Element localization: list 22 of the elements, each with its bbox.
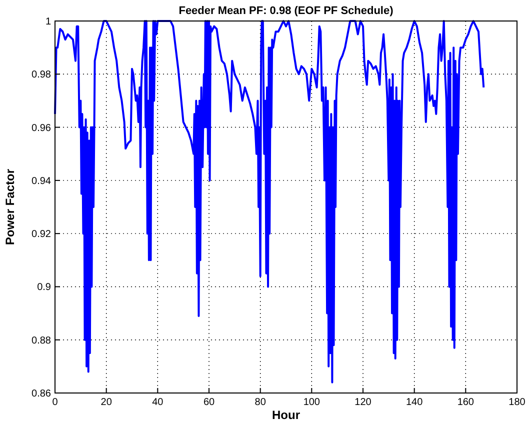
- chart-title: Feeder Mean PF: 0.98 (EOF PF Schedule): [178, 5, 394, 17]
- x-tick-label: 180: [508, 397, 526, 408]
- y-tick-label: 0.96: [32, 122, 52, 134]
- y-tick-label: 0.92: [32, 229, 52, 240]
- y-tick-label: 1: [45, 16, 52, 28]
- y-tick-label: 0.98: [32, 70, 52, 81]
- y-tick-label: 0.9: [37, 282, 52, 294]
- x-tick-label: 140: [406, 397, 424, 408]
- y-tick-label: 0.88: [32, 335, 52, 346]
- x-tick-label: 120: [354, 397, 372, 408]
- x-tick-label: 80: [254, 397, 266, 408]
- x-tick-label: 100: [303, 397, 320, 408]
- x-axis-title: Hour: [272, 408, 300, 422]
- x-tick-label: 20: [100, 397, 112, 408]
- y-tick-label: 0.94: [32, 176, 52, 187]
- x-tick-label: 40: [152, 397, 164, 408]
- line-series: [54, 20, 485, 384]
- x-tick-label: 0: [52, 397, 58, 408]
- y-tick-label: 0.86: [32, 388, 52, 400]
- x-tick-label: 60: [203, 397, 215, 408]
- x-tick-label: 160: [457, 397, 474, 408]
- y-axis-title: Power Factor: [3, 168, 17, 246]
